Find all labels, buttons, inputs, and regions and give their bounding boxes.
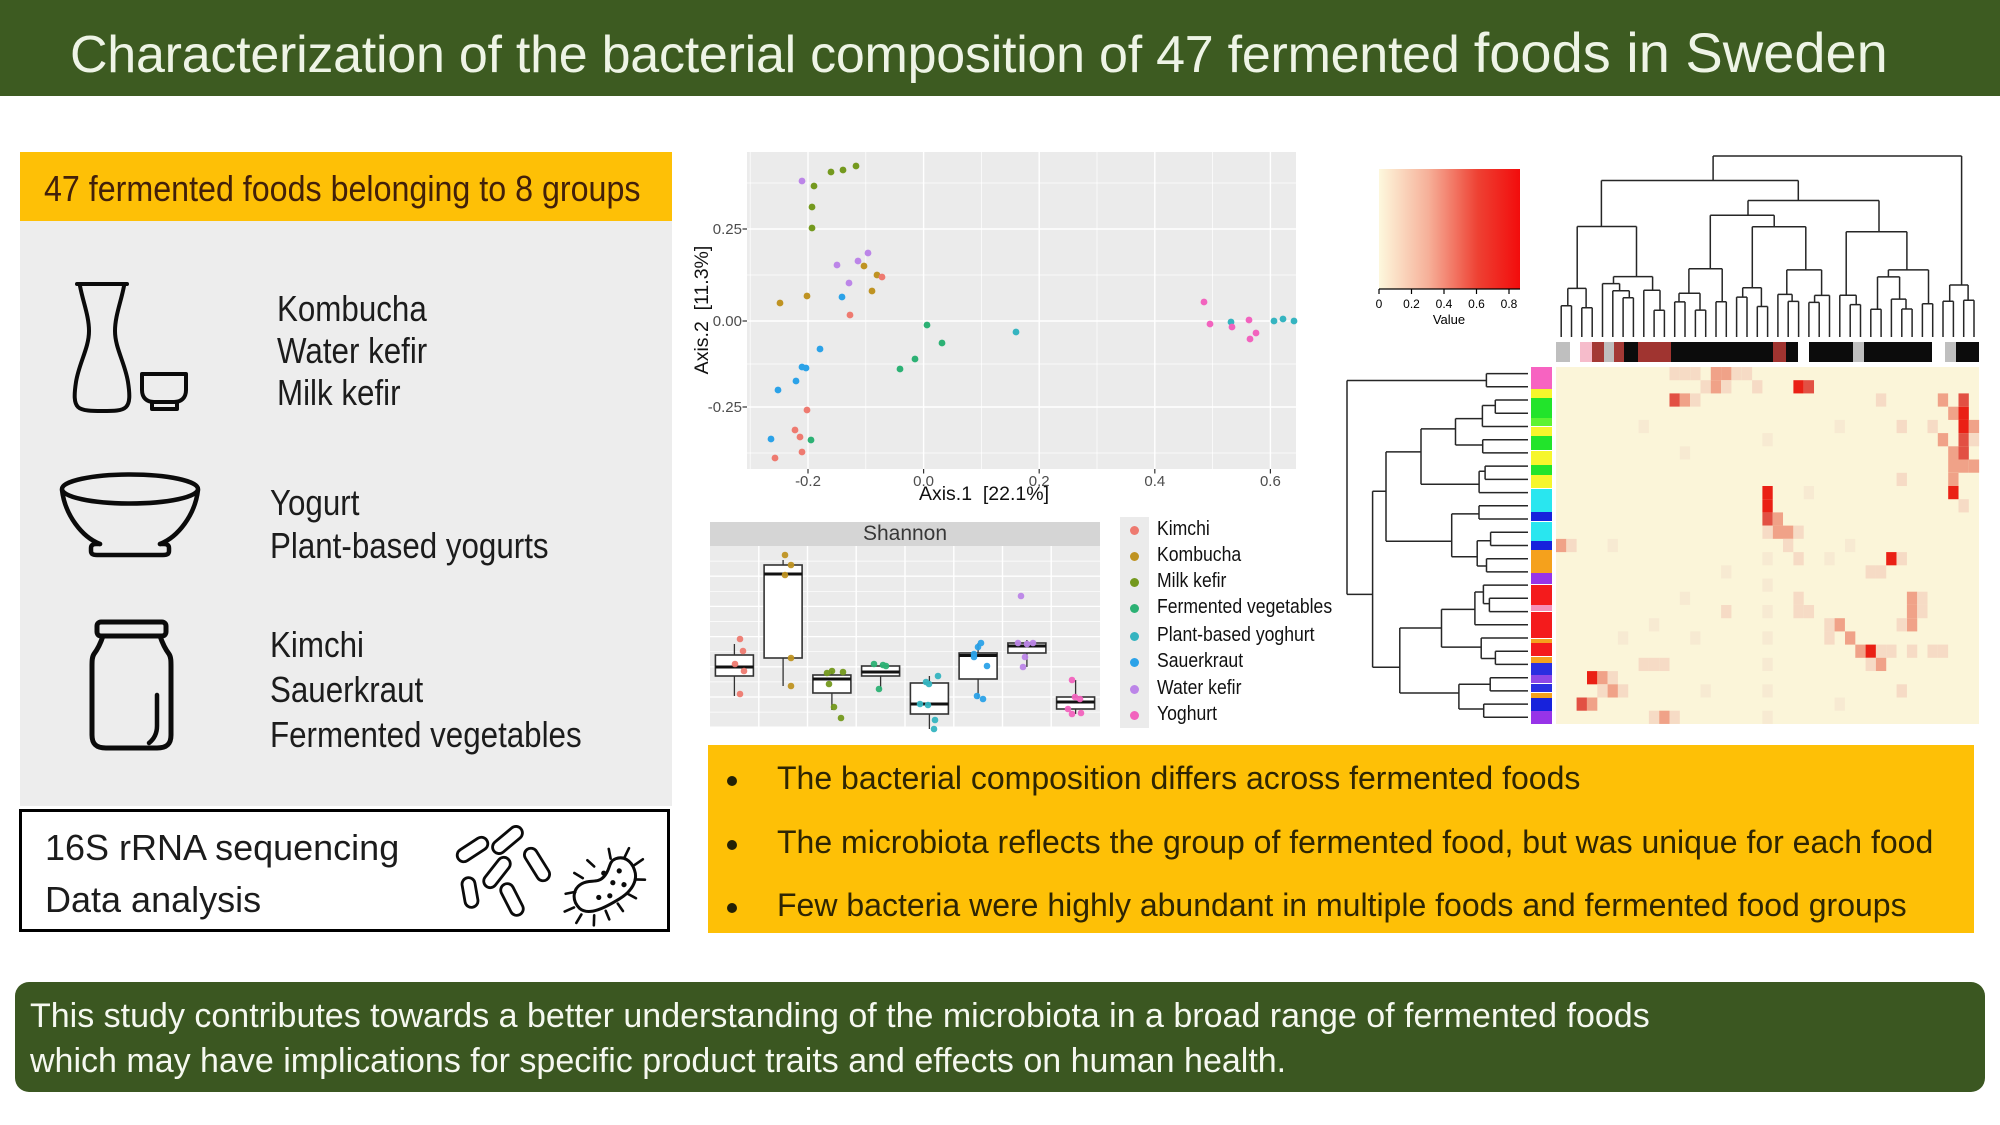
svg-text:Shannon: Shannon xyxy=(863,522,947,545)
svg-text:0.2: 0.2 xyxy=(1403,297,1420,311)
svg-text:Value: Value xyxy=(1433,312,1465,327)
svg-text:Axis.2 [11.3%]: Axis.2 [11.3%] xyxy=(691,246,713,375)
svg-text:0.0: 0.0 xyxy=(913,473,934,490)
svg-text:0.4: 0.4 xyxy=(1436,297,1453,311)
svg-text:0.2: 0.2 xyxy=(1029,473,1050,490)
svg-text:0.6: 0.6 xyxy=(1260,473,1281,490)
svg-text:-0.25: -0.25 xyxy=(708,399,742,416)
svg-text:-0.2: -0.2 xyxy=(795,473,821,490)
svg-text:0: 0 xyxy=(1376,297,1383,311)
svg-text:0.4: 0.4 xyxy=(1144,473,1165,490)
svg-text:0.25: 0.25 xyxy=(713,221,742,238)
svg-text:Axis.1 [22.1%]: Axis.1 [22.1%] xyxy=(919,483,1049,505)
svg-text:0.6: 0.6 xyxy=(1468,297,1485,311)
svg-text:0.00: 0.00 xyxy=(713,313,742,330)
svg-text:0.8: 0.8 xyxy=(1501,297,1518,311)
